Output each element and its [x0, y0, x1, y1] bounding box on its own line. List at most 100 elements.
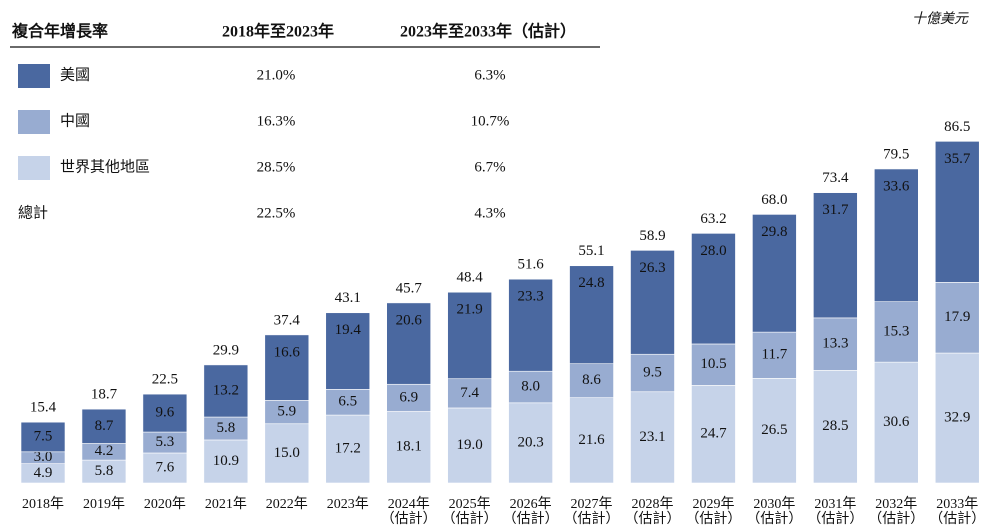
- bar-segment: [386, 411, 432, 484]
- value-label: 8.0: [521, 378, 540, 394]
- bar-segment: [630, 391, 675, 484]
- table-header: 2018年至2023年: [222, 22, 334, 41]
- table-header: 2023年至2033年（估計）: [400, 22, 576, 41]
- total-label: 22.5: [152, 372, 178, 388]
- table-cell: 22.5%: [257, 205, 296, 221]
- bar-segment: [569, 363, 614, 398]
- table-cell: 10.7%: [471, 113, 510, 129]
- value-label: 9.6: [156, 405, 175, 421]
- value-label: 10.5: [700, 356, 726, 372]
- bar-segment: [569, 265, 614, 365]
- bar-segment: [386, 302, 432, 385]
- bar-segment: [386, 383, 432, 412]
- value-label: 7.5: [34, 428, 53, 444]
- value-label: 11.7: [762, 347, 788, 363]
- bar-segment: [20, 421, 66, 453]
- x-tick-label: 2025年（估計）: [442, 496, 498, 527]
- total-label: 15.4: [30, 400, 57, 416]
- value-label: 21.6: [578, 432, 605, 448]
- value-label: 32.9: [944, 409, 970, 425]
- value-label: 30.6: [883, 414, 910, 430]
- value-label: 35.7: [944, 151, 971, 167]
- value-label: 7.6: [156, 459, 175, 475]
- bar-segment: [203, 364, 249, 418]
- x-tick-label: 2019年: [83, 496, 125, 512]
- total-label: 79.5: [883, 146, 909, 162]
- bar-segment: [813, 192, 858, 319]
- bar-segment: [325, 312, 371, 390]
- bar-segment: [630, 353, 675, 393]
- value-label: 24.7: [700, 426, 727, 442]
- total-label: 73.4: [822, 170, 849, 186]
- value-label: 8.7: [95, 418, 114, 434]
- table-total-label: 總計: [18, 203, 48, 221]
- bar-segment: [508, 278, 553, 372]
- total-label: 48.4: [457, 270, 484, 286]
- x-tick-label: 2024年（估計）: [381, 496, 437, 527]
- bar-segment: [752, 214, 797, 333]
- value-label: 28.5: [822, 418, 848, 434]
- bar-segment: [508, 402, 553, 484]
- value-label: 16.6: [274, 344, 301, 360]
- value-label: 15.0: [274, 445, 300, 461]
- value-label: 26.5: [761, 422, 787, 438]
- x-tick-label: 2033年（估計）: [929, 496, 982, 527]
- total-label: 55.1: [578, 243, 604, 259]
- legend-swatch: [18, 64, 50, 88]
- x-tick-label: 2028年（估計）: [625, 496, 681, 527]
- value-label: 10.9: [213, 453, 239, 469]
- legend-swatch: [18, 156, 50, 180]
- bar-segment: [752, 378, 797, 484]
- value-label: 20.3: [517, 434, 543, 450]
- value-label: 4.2: [95, 443, 114, 459]
- value-label: 5.8: [216, 420, 235, 436]
- bar-segment: [752, 331, 797, 379]
- value-label: 5.3: [156, 434, 175, 450]
- value-label: 6.5: [338, 394, 357, 410]
- x-tick-label: 2021年: [205, 496, 247, 512]
- x-tick-label: 2032年（估計）: [868, 496, 924, 527]
- bar-segment: [934, 352, 980, 484]
- value-label: 4.9: [34, 465, 53, 481]
- legend-label: 美國: [60, 66, 90, 83]
- unit-label: 十億美元: [912, 11, 969, 27]
- bar-segment: [447, 378, 492, 409]
- total-label: 63.2: [700, 211, 726, 227]
- x-tick-label: 2026年（估計）: [503, 496, 559, 527]
- value-label: 26.3: [639, 260, 665, 276]
- value-label: 33.6: [883, 178, 910, 194]
- total-label: 18.7: [91, 387, 118, 403]
- bar-segment: [447, 291, 492, 380]
- table-header: 複合年增長率: [11, 22, 108, 41]
- total-label: 68.0: [761, 192, 787, 208]
- bar-segment: [81, 408, 127, 444]
- bar-segment: [203, 439, 249, 484]
- value-label: 28.0: [700, 243, 726, 259]
- value-label: 13.3: [822, 336, 848, 352]
- total-label: 86.5: [944, 119, 970, 135]
- bar-segment: [264, 423, 310, 484]
- value-label: 24.8: [578, 275, 604, 291]
- x-tick-label: 2029年（估計）: [685, 496, 741, 527]
- value-label: 3.0: [34, 449, 53, 465]
- bar-segment: [325, 389, 371, 416]
- value-label: 19.0: [457, 437, 483, 453]
- legend-label: 中國: [60, 112, 90, 129]
- value-label: 20.6: [396, 312, 423, 328]
- value-label: 8.6: [582, 372, 601, 388]
- table-cell: 6.3%: [474, 67, 505, 83]
- legend-label: 世界其他地區: [60, 158, 150, 175]
- bar-segment: [142, 393, 188, 433]
- value-label: 13.2: [213, 382, 239, 398]
- bar-segment: [447, 407, 492, 484]
- total-label: 45.7: [396, 280, 423, 296]
- x-tick-label: 2020年: [144, 496, 186, 512]
- value-label: 23.1: [639, 429, 665, 445]
- bar-segment: [813, 370, 858, 484]
- table-cell: 6.7%: [474, 159, 505, 175]
- table-cell: 21.0%: [257, 67, 296, 83]
- value-label: 23.3: [517, 289, 543, 305]
- table-cell: 28.5%: [257, 159, 296, 175]
- value-label: 31.7: [822, 202, 849, 218]
